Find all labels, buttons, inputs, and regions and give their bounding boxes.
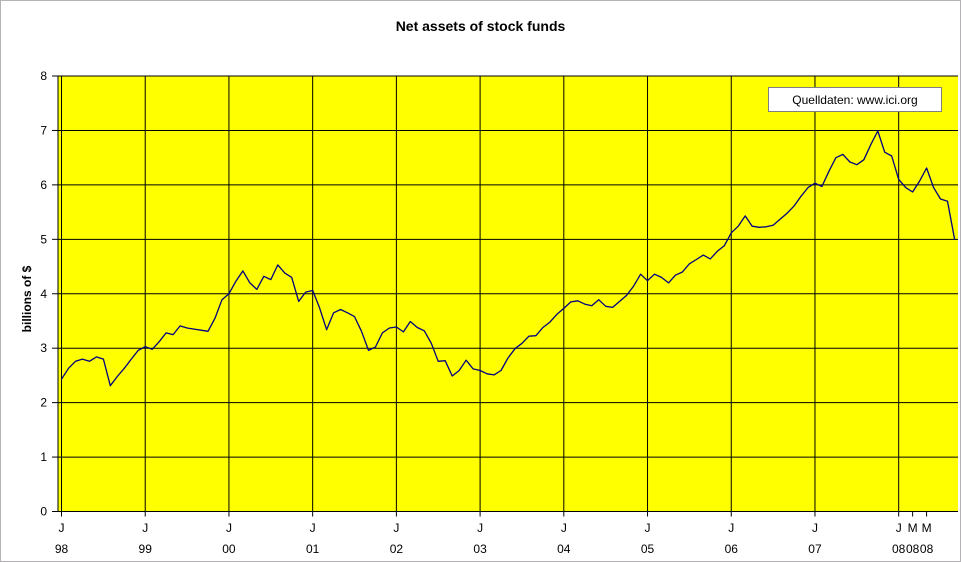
x-tick-month-label: J (142, 521, 148, 535)
x-tick-year-label: 04 (557, 542, 571, 556)
x-tick-year-label: 99 (139, 542, 153, 556)
x-tick-month-label: M (922, 521, 932, 535)
x-tick-year-label: 06 (725, 542, 739, 556)
x-tick-month-label: J (812, 521, 818, 535)
x-tick-year-label: 03 (473, 542, 487, 556)
x-tick-month-label: J (477, 521, 483, 535)
y-tick-label: 0 (40, 505, 47, 519)
y-tick-label: 3 (40, 341, 47, 355)
x-tick-year-label: 02 (390, 542, 404, 556)
y-tick-label: 7 (40, 123, 47, 137)
x-tick-year-label: 08 (892, 542, 906, 556)
x-tick-month-label: J (393, 521, 399, 535)
x-tick-month-label: J (226, 521, 232, 535)
x-tick-year-label: 07 (808, 542, 822, 556)
x-tick-month-label: J (59, 521, 65, 535)
x-tick-month-label: J (896, 521, 902, 535)
series-line-net-assets (60, 130, 956, 387)
y-tick-label: 8 (40, 69, 47, 83)
x-tick-month-label: M (908, 521, 918, 535)
y-tick-label: 6 (40, 178, 47, 192)
legend-label: Quelldaten: www.ici.org (792, 92, 918, 107)
x-tick-year-label: 00 (222, 542, 236, 556)
y-tick-label: 2 (40, 396, 47, 410)
x-tick-year-label: 01 (306, 542, 320, 556)
x-tick-month-label: J (561, 521, 567, 535)
y-tick-label: 1 (40, 450, 47, 464)
x-tick-year-label: 98 (55, 542, 69, 556)
x-tick-month-label: J (645, 521, 651, 535)
x-tick-year-label: 05 (641, 542, 655, 556)
x-tick-month-label: J (310, 521, 316, 535)
x-tick-year-label: 08 (906, 542, 920, 556)
chart-title: Net assets of stock funds (395, 18, 566, 34)
y-tick-label: 5 (40, 232, 47, 246)
legend: Quelldaten: www.ici.org (768, 87, 942, 112)
x-tick-year-label: 08 (920, 542, 934, 556)
y-tick-label: 4 (40, 287, 47, 301)
x-tick-month-label: J (728, 521, 734, 535)
